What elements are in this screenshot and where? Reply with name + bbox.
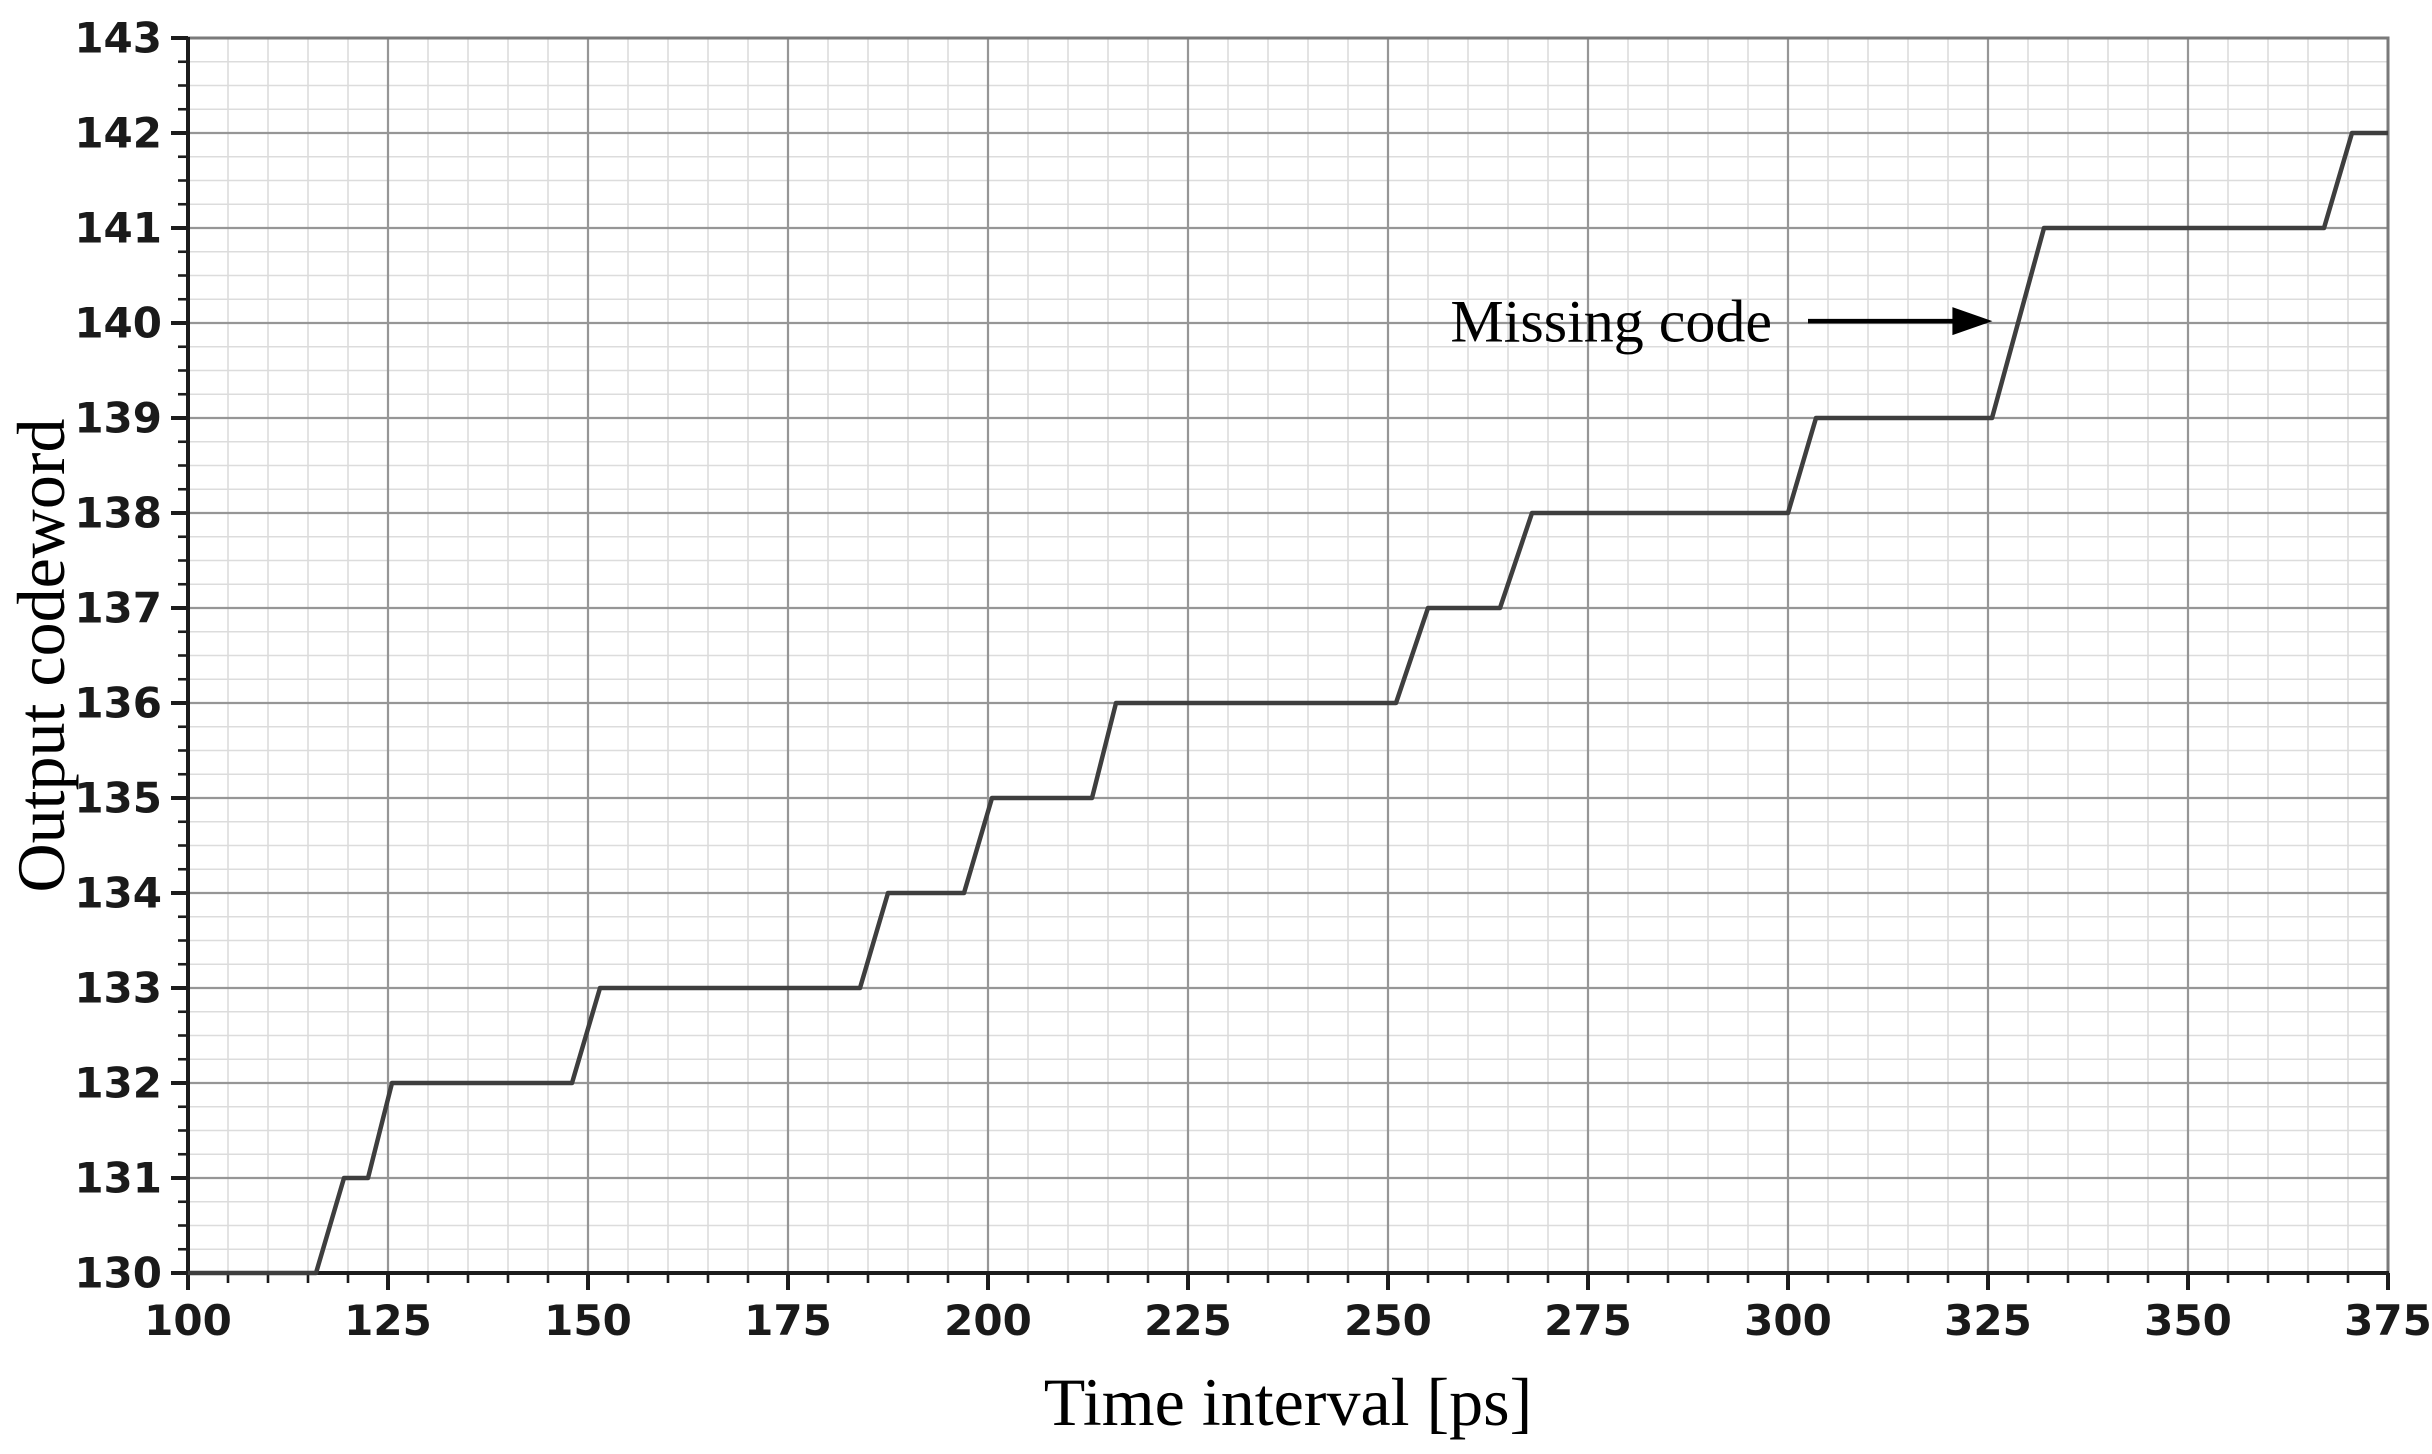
y-tick-label: 137 [74,584,162,633]
y-tick-label: 135 [74,774,162,823]
y-tick-label: 142 [74,109,162,158]
y-tick-label: 134 [74,869,162,918]
y-tick-label: 132 [74,1059,162,1108]
x-tick-label: 275 [1544,1296,1632,1345]
x-tick-label: 300 [1744,1296,1832,1345]
y-tick-label: 138 [74,489,162,538]
x-tick-label: 375 [2344,1296,2432,1345]
x-tick-label: 350 [2144,1296,2232,1345]
x-tick-label: 175 [744,1296,832,1345]
x-tick-label: 125 [344,1296,432,1345]
annotation-arrow-head [1952,307,1993,336]
series-line-tdc-transfer-curve [188,130,2388,1276]
y-tick-label: 136 [74,679,162,728]
y-tick-label: 141 [74,204,162,253]
y-tick-label: 130 [74,1249,162,1298]
x-tick-label: 325 [1944,1296,2032,1345]
x-tick-label: 250 [1344,1296,1432,1345]
x-tick-label: 150 [544,1296,632,1345]
x-tick-label: 200 [944,1296,1032,1345]
y-axis-title: Output codeword [3,418,79,892]
y-tick-label: 140 [74,299,162,348]
y-tick-label: 131 [74,1154,162,1203]
annotation-missing-code-label: Missing code [1450,289,1772,355]
x-tick-label: 225 [1144,1296,1232,1345]
x-axis-title: Time interval [ps] [1044,1364,1533,1440]
y-tick-label: 143 [74,14,162,63]
y-tick-label: 139 [74,394,162,443]
x-tick-label: 100 [144,1296,232,1345]
y-tick-label: 133 [74,964,162,1013]
